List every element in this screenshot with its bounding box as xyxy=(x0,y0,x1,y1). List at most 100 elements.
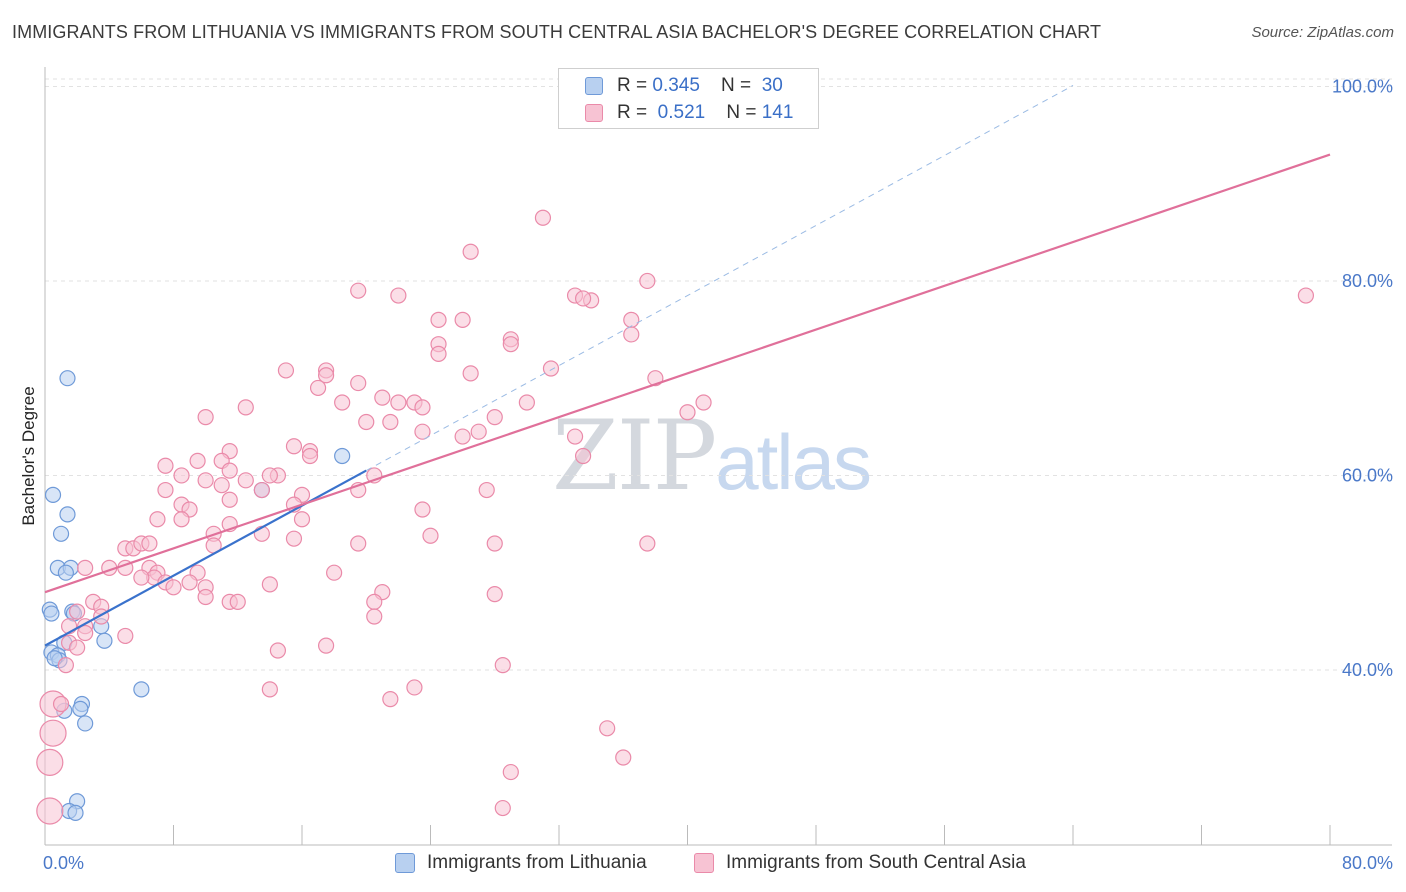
point-pink xyxy=(462,365,479,382)
bottom-legend-label: Immigrants from South Central Asia xyxy=(726,852,1026,873)
point-pink xyxy=(317,637,335,654)
point-pink xyxy=(390,394,407,411)
r-value: 0.521 xyxy=(657,102,706,123)
point-pink xyxy=(679,404,696,421)
point-pink xyxy=(165,579,182,596)
point-pink xyxy=(374,389,391,406)
point-pink xyxy=(36,748,64,776)
point-blue xyxy=(72,700,89,717)
point-pink xyxy=(486,409,503,426)
point-pink xyxy=(317,367,335,384)
point-pink xyxy=(197,409,214,426)
point-pink xyxy=(430,345,447,362)
point-pink xyxy=(382,413,399,431)
point-pink xyxy=(133,569,150,586)
point-pink xyxy=(57,656,74,674)
point-pink xyxy=(454,428,471,445)
point-pink xyxy=(478,481,495,499)
x-tick-label: 80.0% xyxy=(1342,853,1393,873)
y-tick-label: 100.0% xyxy=(1332,76,1393,96)
point-blue xyxy=(52,525,70,542)
point-pink xyxy=(277,362,295,379)
point-pink xyxy=(269,642,287,659)
point-pink xyxy=(181,574,198,591)
point-blue xyxy=(77,715,94,732)
point-pink xyxy=(623,311,640,328)
point-blue xyxy=(59,370,76,387)
point-pink xyxy=(1297,287,1315,304)
point-pink xyxy=(366,593,383,610)
point-pink xyxy=(173,511,190,528)
point-blue xyxy=(67,804,84,822)
point-pink xyxy=(350,535,367,552)
bottom-legend-label: Immigrants from Lithuania xyxy=(427,852,647,873)
point-pink xyxy=(574,447,592,465)
point-pink xyxy=(350,282,367,299)
r-label: R = xyxy=(617,75,653,96)
point-pink xyxy=(261,467,278,484)
point-pink xyxy=(221,491,238,508)
bottom-legend-swatch-blue xyxy=(395,853,415,873)
x-tick-label: 0.0% xyxy=(43,853,84,873)
point-pink xyxy=(261,576,278,593)
point-pink xyxy=(430,311,447,328)
point-pink xyxy=(39,719,67,747)
point-pink xyxy=(494,656,511,674)
y-axis-label: Bachelor's Degree xyxy=(19,386,38,525)
point-blue xyxy=(44,486,62,503)
point-pink xyxy=(157,481,174,499)
point-pink xyxy=(574,290,592,307)
point-pink xyxy=(542,360,560,377)
point-pink xyxy=(494,799,511,817)
chart-source: Source: ZipAtlas.com xyxy=(1251,24,1394,41)
grid-lines xyxy=(45,78,1392,671)
point-pink xyxy=(253,481,270,499)
point-blue xyxy=(96,632,113,649)
point-pink xyxy=(366,608,383,625)
r-label: R = xyxy=(617,102,653,123)
n-value: 141 xyxy=(761,102,794,123)
n-value: 30 xyxy=(761,75,783,96)
point-pink xyxy=(623,326,640,343)
trend-line-blue xyxy=(44,469,367,647)
point-pink xyxy=(157,457,174,474)
axes xyxy=(44,67,1392,846)
legend-stats: R = 0.345 N = 30 xyxy=(617,75,783,97)
point-pink xyxy=(36,797,64,825)
point-pink xyxy=(695,394,712,411)
point-pink xyxy=(197,472,214,489)
point-pink xyxy=(309,379,327,397)
point-pink xyxy=(414,501,431,518)
trend-extension-blue xyxy=(366,85,1074,472)
point-pink xyxy=(197,588,214,606)
point-pink xyxy=(285,530,303,547)
point-pink xyxy=(189,452,206,469)
point-pink xyxy=(502,336,519,353)
point-blue xyxy=(57,564,74,581)
point-pink xyxy=(221,462,238,479)
chart-title: IMMIGRANTS FROM LITHUANIA VS IMMIGRANTS … xyxy=(12,22,1102,42)
point-pink xyxy=(77,559,94,576)
point-pink xyxy=(261,681,278,698)
point-pink xyxy=(237,472,254,489)
point-pink xyxy=(615,749,632,766)
point-pink xyxy=(285,438,303,455)
point-pink xyxy=(518,394,535,411)
point-pink xyxy=(502,763,519,781)
point-pink xyxy=(77,624,94,642)
legend-swatch-pink xyxy=(585,104,603,122)
point-pink xyxy=(141,535,158,552)
point-pink xyxy=(229,593,246,610)
point-pink xyxy=(52,695,70,713)
point-pink xyxy=(350,374,367,392)
point-pink xyxy=(117,627,134,645)
trend-line-pink xyxy=(44,153,1331,594)
point-pink xyxy=(69,639,86,656)
point-pink xyxy=(486,535,503,552)
point-pink xyxy=(422,527,439,544)
bottom-legend-swatch-pink xyxy=(694,853,714,873)
point-pink xyxy=(639,535,656,552)
point-pink xyxy=(414,399,431,416)
legend-swatch-blue xyxy=(585,77,603,95)
point-pink xyxy=(639,272,656,290)
